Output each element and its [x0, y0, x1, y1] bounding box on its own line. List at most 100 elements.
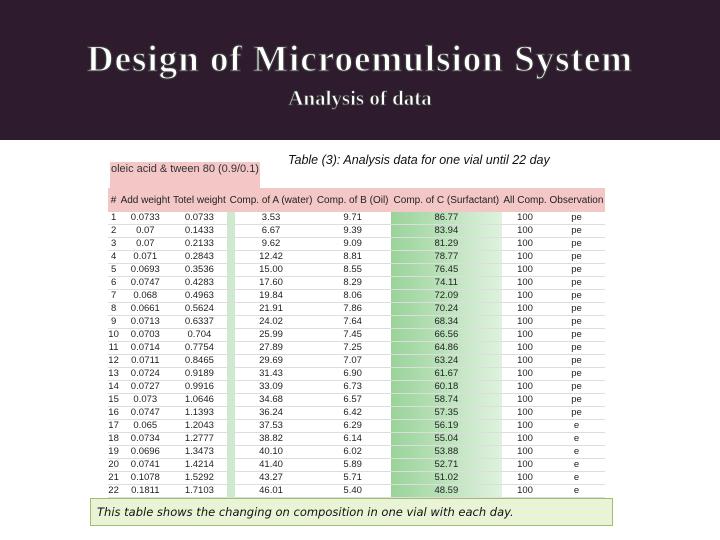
table-cell: 0.0733: [171, 212, 228, 225]
table-cell: 38.82: [227, 432, 315, 446]
table-cell: 0.9189: [171, 367, 228, 381]
table-cell: 3.53: [227, 212, 315, 225]
table-cell: 4: [108, 250, 120, 264]
table-cell: 16: [108, 406, 120, 420]
table-cell: 5.89: [314, 458, 391, 472]
table-cell: 43.27: [227, 471, 315, 485]
table-cell: pe: [547, 367, 605, 381]
table-cell: 6.57: [314, 393, 391, 407]
table-row: 3 0.07 0.2133 9.62 9.09 81.29 100 pe: [108, 237, 605, 251]
column-header: Comp. of C (Surfactant): [390, 188, 503, 212]
table-row: 4 0.071 0.2843 12.42 8.81 78.77 100 pe: [108, 250, 605, 264]
table-cell: 34.68: [227, 393, 315, 407]
table-row: 22 0.1811 1.7103 46.01 5.40 48.59 100 e: [108, 484, 605, 498]
table-cell: 33.09: [227, 380, 315, 394]
group-header: oleic acid & tween 80 (0.9/0.1): [110, 162, 260, 189]
table-cell: 6.42: [314, 406, 391, 420]
table-cell: 0.4283: [171, 276, 228, 290]
table-cell: 100: [502, 315, 548, 329]
table-cell: 8: [108, 302, 120, 316]
table-cell: 36.24: [227, 406, 315, 420]
table-cell: 19: [108, 445, 120, 459]
table-cell: 100: [502, 393, 548, 407]
table-cell: 0.6337: [171, 315, 228, 329]
table-cell: pe: [547, 276, 605, 290]
table-cell: 7.25: [314, 341, 391, 355]
table-cell: 46.01: [227, 484, 315, 498]
table-cell: 100: [502, 263, 548, 277]
table-cell: 8.06: [314, 289, 391, 303]
table-cell: 1.0646: [171, 393, 228, 407]
table-cell: 1.1393: [171, 406, 228, 420]
table-cell: pe: [547, 237, 605, 251]
table-cell: 7.07: [314, 354, 391, 368]
table-cell: 100: [502, 212, 548, 225]
header-band: [0, 0, 720, 140]
table-cell: 0.065: [119, 419, 172, 433]
table-cell: 100: [502, 484, 548, 498]
table-cell: 0.0724: [119, 367, 172, 381]
table-cell: pe: [547, 302, 605, 316]
table-row: 13 0.0724 0.9189 31.43 6.90 61.67 100 pe: [108, 367, 605, 381]
table-cell: 72.09: [390, 289, 503, 303]
table-cell: 6.73: [314, 380, 391, 394]
note: This table shows the changing on composi…: [90, 498, 613, 526]
table-cell: 13: [108, 367, 120, 381]
table-cell: 48.59: [390, 484, 503, 498]
table-cell: 29.69: [227, 354, 315, 368]
table-cell: 0.0661: [119, 302, 172, 316]
table-cell: 81.29: [390, 237, 503, 251]
table-cell: 14: [108, 380, 120, 394]
table-cell: 6.14: [314, 432, 391, 446]
table-cell: 15: [108, 393, 120, 407]
table-cell: 5.71: [314, 471, 391, 485]
table-cell: 0.7754: [171, 341, 228, 355]
table-cell: 0.071: [119, 250, 172, 264]
table-cell: 41.40: [227, 458, 315, 472]
subtitle: Analysis of data: [288, 86, 432, 111]
table-cell: 11: [108, 341, 120, 355]
table-row: 10 0.0703 0.704 25.99 7.45 66.56 100 pe: [108, 328, 605, 342]
table-cell: 37.53: [227, 419, 315, 433]
table-row: 19 0.0696 1.3473 40.10 6.02 53.88 100 e: [108, 445, 605, 459]
table-cell: 100: [502, 419, 548, 433]
table-cell: 0.0703: [119, 328, 172, 342]
table-cell: 6.90: [314, 367, 391, 381]
table-cell: pe: [547, 341, 605, 355]
table-cell: 17: [108, 419, 120, 433]
table-row: 21 0.1078 1.5292 43.27 5.71 51.02 100 e: [108, 471, 605, 485]
table-row: 18 0.0734 1.2777 38.82 6.14 55.04 100 e: [108, 432, 605, 446]
table-cell: 60.18: [390, 380, 503, 394]
table-cell: e: [547, 445, 605, 459]
table-cell: 58.74: [390, 393, 503, 407]
table-cell: 100: [502, 250, 548, 264]
table-cell: 1: [108, 212, 120, 225]
title: Design of Microemulsion System: [86, 38, 634, 80]
table-cell: 0.073: [119, 393, 172, 407]
table-cell: 18: [108, 432, 120, 446]
table-cell: e: [547, 432, 605, 446]
table-cell: 100: [502, 302, 548, 316]
table-cell: 6.29: [314, 419, 391, 433]
table-cell: 51.02: [390, 471, 503, 485]
table-cell: 3: [108, 237, 120, 251]
column-header: Observation: [547, 188, 605, 212]
table-cell: 0.0733: [119, 212, 172, 225]
table-cell: 78.77: [390, 250, 503, 264]
table-row: 20 0.0741 1.4214 41.40 5.89 52.71 100 e: [108, 458, 605, 472]
table-row: 6 0.0747 0.4283 17.60 8.29 74.11 100 pe: [108, 276, 605, 290]
table-cell: 0.2843: [171, 250, 228, 264]
table-cell: 52.71: [390, 458, 503, 472]
table-cell: 0.0711: [119, 354, 172, 368]
table-cell: 0.0734: [119, 432, 172, 446]
table-cell: 0.5624: [171, 302, 228, 316]
table-cell: 0.1433: [171, 224, 228, 238]
table-cell: 0.0693: [119, 263, 172, 277]
column-header: Comp. of A (water): [227, 188, 315, 212]
table-cell: 0.0713: [119, 315, 172, 329]
table-row: 12 0.0711 0.8465 29.69 7.07 63.24 100 pe: [108, 354, 605, 368]
table-cell: pe: [547, 354, 605, 368]
table-cell: 55.04: [390, 432, 503, 446]
table-cell: 100: [502, 237, 548, 251]
table-cell: 12: [108, 354, 120, 368]
